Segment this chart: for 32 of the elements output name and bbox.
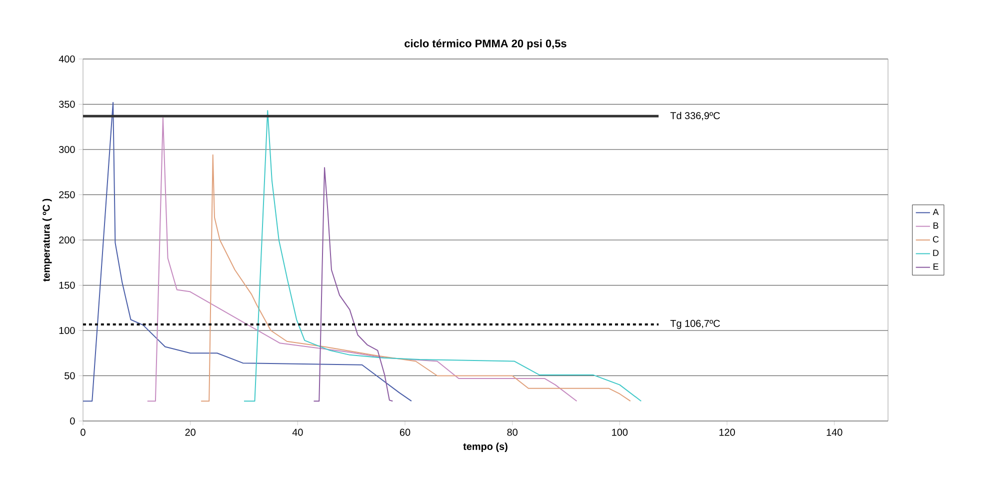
x-tick-label: 80 bbox=[507, 428, 518, 436]
x-axis-title: tempo (s) bbox=[463, 442, 508, 452]
y-tick-label: 150 bbox=[59, 282, 75, 289]
line-series bbox=[146, 117, 578, 402]
line-series bbox=[200, 154, 631, 402]
x-tick-label: 120 bbox=[719, 428, 735, 436]
y-tick-label: 200 bbox=[59, 236, 75, 244]
line-series bbox=[313, 167, 394, 402]
x-tick-label: 140 bbox=[826, 428, 842, 436]
y-tick-label: 50 bbox=[64, 372, 75, 380]
y-tick-label: 350 bbox=[58, 100, 75, 108]
x-tick-label: 40 bbox=[292, 428, 303, 436]
x-tick-label: 0 bbox=[80, 428, 86, 436]
ref-line-label: Tg 106,7ºC bbox=[670, 320, 720, 329]
y-tick-label: 100 bbox=[59, 326, 75, 334]
y-tick-label: 0 bbox=[70, 417, 75, 425]
legend-label: E bbox=[933, 263, 938, 270]
y-axis-title: temperatura ( ºC ) bbox=[42, 198, 52, 282]
legend-label: B bbox=[933, 222, 938, 229]
legend-label: D bbox=[933, 250, 939, 256]
y-tick-label: 250 bbox=[59, 191, 75, 198]
y-tick-label: 300 bbox=[58, 146, 75, 154]
chart-title: ciclo térmico PMMA 20 psi 0,5s bbox=[404, 39, 566, 50]
ref-line-label: Td 336,9ºC bbox=[670, 112, 720, 120]
x-tick-label: 100 bbox=[612, 428, 628, 436]
legend-label: A bbox=[932, 208, 939, 216]
line-series bbox=[244, 110, 642, 402]
legend-label: C bbox=[932, 236, 939, 242]
x-tick-label: 20 bbox=[185, 428, 196, 436]
y-tick-label: 400 bbox=[58, 55, 75, 63]
x-tick-label: 60 bbox=[400, 428, 410, 436]
line-series bbox=[82, 102, 412, 402]
